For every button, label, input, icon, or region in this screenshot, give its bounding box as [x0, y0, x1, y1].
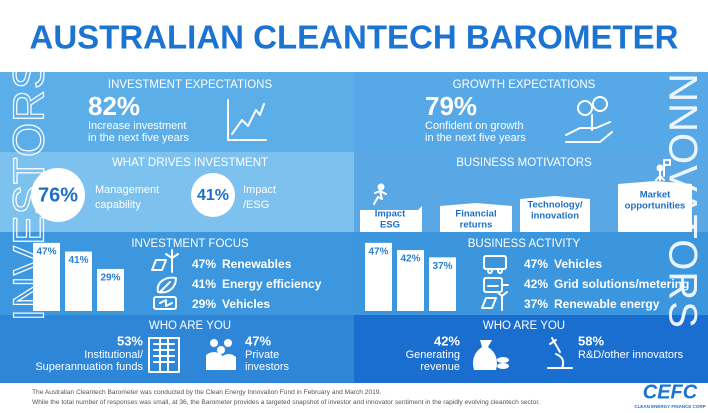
item-label: Renewables	[222, 257, 292, 271]
item-value: 42%	[524, 277, 548, 291]
logo-tagline: CLEAN ENERGY FINANCE CORP	[634, 404, 705, 409]
step-label: Impact	[375, 209, 406, 220]
icon-grid	[483, 277, 509, 293]
item-label: Energy efficiency	[222, 277, 322, 291]
stat-circle	[191, 173, 235, 217]
stat-text: in the next five years	[88, 132, 189, 144]
item-value: 29%	[192, 297, 216, 311]
icon-efficiency	[156, 276, 177, 294]
step-label: innovation	[531, 211, 579, 222]
stat-text: Impact	[243, 184, 276, 196]
step-label: ESG	[380, 220, 400, 231]
stat: 47%	[245, 333, 271, 348]
item-label: Renewable energy	[554, 297, 660, 311]
heading: INVESTMENT EXPECTATIONS	[108, 79, 273, 91]
bar	[397, 250, 424, 311]
bar-label: 47%	[368, 246, 388, 257]
bar	[365, 242, 392, 311]
heading: WHO ARE YOU	[483, 320, 565, 332]
step	[520, 196, 590, 232]
step	[360, 206, 422, 232]
footer-note: While the total number of responses was …	[32, 399, 540, 406]
step-label: returns	[460, 220, 493, 231]
heading: BUSINESS ACTIVITY	[468, 238, 581, 250]
panel	[0, 72, 354, 152]
stat: 41%	[197, 187, 229, 204]
stat-text: Superannuation funds	[35, 361, 143, 373]
bar	[33, 242, 60, 311]
icon-microscope	[547, 337, 573, 369]
bar-group: 47% 41% 29%	[33, 242, 124, 311]
step-label: Financial	[455, 209, 496, 220]
stat-text: /ESG	[243, 199, 269, 211]
icon-flag	[655, 159, 671, 181]
stat-text: R&D/other innovators	[578, 349, 684, 361]
stat: 58%	[578, 333, 604, 348]
stat-text: Management	[95, 184, 159, 196]
bar	[65, 251, 92, 311]
item-value: 41%	[192, 277, 216, 291]
stat-text: Institutional/	[84, 349, 144, 361]
icon-people	[206, 339, 236, 370]
heading: WHAT DRIVES INVESTMENT	[112, 157, 268, 169]
stat-text: Private	[245, 349, 279, 361]
step	[618, 181, 692, 232]
stat: 42%	[434, 333, 460, 348]
bar-label: 29%	[100, 273, 120, 284]
bar-label: 41%	[68, 255, 88, 266]
icon-renewable	[481, 291, 508, 311]
step-label: Market	[640, 190, 671, 201]
step	[440, 203, 512, 232]
icon-vehicle	[153, 296, 177, 310]
item-value: 47%	[524, 257, 548, 271]
bar	[429, 257, 456, 311]
stat-text: Confident on growth	[425, 120, 523, 132]
stat-text: investors	[245, 361, 290, 373]
icon-growth	[565, 96, 613, 143]
bar-label: 42%	[400, 254, 420, 265]
stat-text: revenue	[420, 361, 460, 373]
heading: GROWTH EXPECTATIONS	[453, 79, 596, 91]
heading: INVESTMENT FOCUS	[131, 238, 249, 250]
footer-note: The Australian Cleantech Barometer was c…	[32, 389, 381, 396]
stat: 79%	[425, 91, 477, 121]
stat-text: capability	[95, 199, 141, 211]
item-value: 37%	[524, 297, 548, 311]
icon-vehicle	[483, 255, 507, 274]
icon-renewables	[151, 249, 179, 273]
title: AUSTRALIAN CLEANTECH BAROMETER	[30, 19, 679, 56]
stat: 76%	[38, 184, 78, 206]
icon-chart	[227, 99, 267, 141]
bar-group: 47% 42% 37%	[365, 242, 456, 311]
logo: CEFC	[643, 381, 698, 403]
stat-text: Increase investment	[88, 120, 186, 132]
heading: BUSINESS MOTIVATORS	[456, 157, 592, 169]
bar-label: 37%	[432, 261, 452, 272]
bar-label: 47%	[36, 246, 56, 257]
stat: 53%	[117, 333, 143, 348]
icon-moneybag	[473, 340, 509, 370]
stat-text: in the next five years	[425, 132, 526, 144]
step-label: Technology/	[527, 200, 583, 211]
step-label: opportunities	[625, 201, 686, 212]
item-value: 47%	[192, 257, 216, 271]
icon-runner	[373, 183, 387, 205]
item-label: Vehicles	[554, 257, 602, 271]
heading: WHO ARE YOU	[149, 320, 231, 332]
stat-circle	[31, 168, 85, 222]
icon-building	[148, 337, 180, 373]
stat-text: Generating	[406, 349, 460, 361]
item-label: Vehicles	[222, 297, 270, 311]
panel	[354, 315, 708, 383]
item-label: Grid solutions/metering	[554, 277, 689, 291]
bar	[97, 268, 124, 311]
stat: 82%	[88, 91, 140, 121]
panel	[354, 72, 708, 152]
